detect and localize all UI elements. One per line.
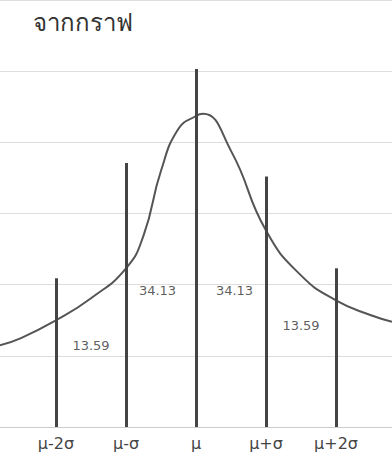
svg-text:μ+σ: μ+σ (249, 434, 283, 453)
svg-text:13.59: 13.59 (72, 338, 109, 353)
svg-text:μ-2σ: μ-2σ (38, 434, 74, 453)
svg-text:34.13: 34.13 (139, 283, 176, 298)
svg-text:13.59: 13.59 (282, 318, 319, 333)
svg-text:34.13: 34.13 (216, 283, 253, 298)
svg-text:จากกราฟ: จากกราฟ (33, 9, 133, 37)
svg-text:μ+2σ: μ+2σ (314, 434, 358, 453)
svg-text:μ-σ: μ-σ (113, 434, 139, 453)
svg-text:μ: μ (191, 434, 201, 453)
